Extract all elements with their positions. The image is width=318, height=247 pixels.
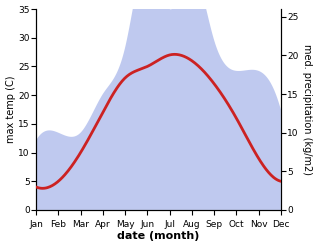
Y-axis label: med. precipitation (kg/m2): med. precipitation (kg/m2) [302,44,313,175]
Y-axis label: max temp (C): max temp (C) [5,76,16,143]
X-axis label: date (month): date (month) [117,231,200,242]
